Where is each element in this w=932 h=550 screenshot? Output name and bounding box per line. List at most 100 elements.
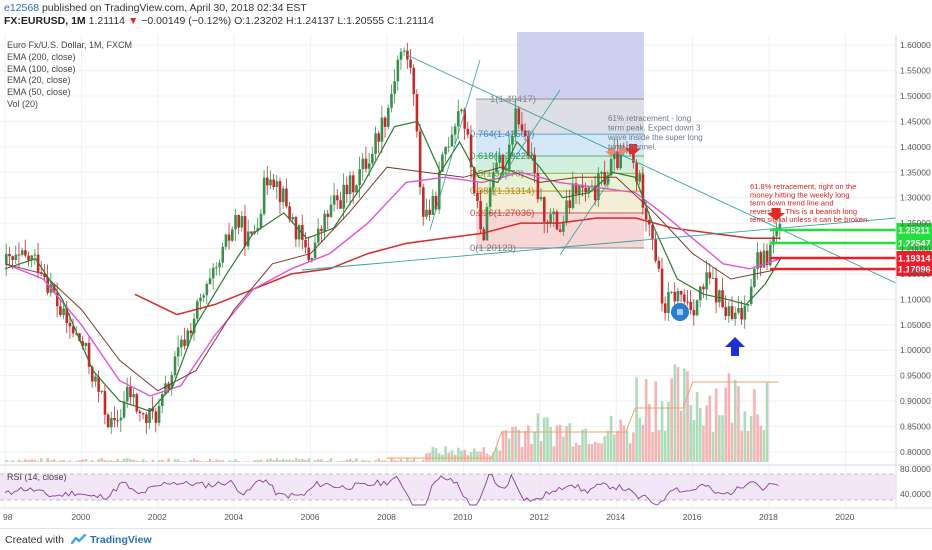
symbol-name[interactable]: FX:EURUSD, 1M xyxy=(4,15,86,27)
volume-bar xyxy=(749,416,753,462)
legend-item-ema200[interactable]: EMA (200, close) xyxy=(7,51,76,62)
volume-bar xyxy=(49,460,53,462)
candle-body xyxy=(619,146,622,169)
volume-bar xyxy=(530,443,533,462)
price-chart[interactable]: 1(1.49417)0.764(1.42503)0.618(1.38225)0.… xyxy=(0,30,932,528)
volume-bar xyxy=(571,446,575,462)
volume-bar xyxy=(157,460,161,462)
candle-body xyxy=(65,308,69,324)
candle-body xyxy=(504,169,508,171)
volume-bar xyxy=(65,461,69,462)
ohlc-values: O:1.23202 H:1.24137 L:1.20555 C:1.21114 xyxy=(234,15,434,27)
created-with-text: Created with xyxy=(5,533,64,546)
volume-bar xyxy=(632,432,635,462)
volume-bar xyxy=(81,459,84,462)
y-tick-label: 1.35000 xyxy=(900,167,931,177)
legend-item-volume[interactable]: Vol (20) xyxy=(7,98,39,109)
candle-body xyxy=(523,130,527,137)
candle-body xyxy=(59,306,62,316)
volume-bar xyxy=(189,459,193,462)
legend-item-ema50[interactable]: EMA (50, close) xyxy=(7,87,71,98)
annotation-bearish-note: money hitting the weekly long xyxy=(750,190,850,199)
x-tick-label: 2000 xyxy=(71,512,90,522)
candle-body xyxy=(176,347,180,357)
volume-bar xyxy=(87,461,91,462)
footer: Created with TradingView xyxy=(0,528,932,550)
volume-bar xyxy=(192,458,196,462)
candle-body xyxy=(702,286,705,290)
candle-body xyxy=(164,383,167,394)
candle-body xyxy=(638,174,642,182)
candle-body xyxy=(641,174,645,208)
candle-body xyxy=(122,401,126,418)
candle-body xyxy=(533,154,537,174)
volume-bar xyxy=(527,425,530,462)
tradingview-brand[interactable]: TradingView xyxy=(89,533,152,546)
volume-bar xyxy=(62,459,65,462)
volume-bar xyxy=(724,387,728,462)
volume-bar xyxy=(644,379,648,462)
volume-bar xyxy=(97,459,100,462)
y-tick-label: 1.05000 xyxy=(900,320,931,330)
volume-bar xyxy=(205,461,209,462)
key-level-label: 1.22547 xyxy=(898,239,931,249)
legend-item-ema20[interactable]: EMA (20, close) xyxy=(7,75,71,86)
candle-body xyxy=(743,305,747,320)
volume-bar xyxy=(651,431,654,462)
candle-body xyxy=(450,134,454,147)
candle-body xyxy=(119,417,123,421)
volume-bar xyxy=(590,444,594,462)
candle-body xyxy=(81,341,84,347)
candle-body xyxy=(218,262,221,268)
volume-bar xyxy=(641,424,645,462)
candle-body xyxy=(428,209,431,215)
legend-item-ema100[interactable]: EMA (100, close) xyxy=(7,63,76,74)
candle-body xyxy=(234,215,237,230)
volume-bar xyxy=(593,441,597,462)
candle-body xyxy=(412,67,416,95)
candle-body xyxy=(683,294,686,302)
volume-bar xyxy=(409,460,412,462)
candle-body xyxy=(237,215,240,228)
candle-body xyxy=(383,117,387,127)
candle-body xyxy=(485,206,489,241)
candle-body xyxy=(686,301,689,303)
author-link[interactable]: e12568 xyxy=(4,2,40,14)
volume-bar xyxy=(460,450,463,462)
long-term-support-line xyxy=(301,217,897,271)
volume-bar xyxy=(759,425,763,462)
volume-bar xyxy=(603,436,607,462)
candle-body xyxy=(552,211,556,215)
volume-bar xyxy=(377,458,381,462)
candle-body xyxy=(361,158,365,170)
candle-body xyxy=(316,228,320,243)
volume-bar xyxy=(635,377,638,462)
volume-bar xyxy=(428,452,431,462)
candle-body xyxy=(530,154,533,156)
candle-body xyxy=(584,187,587,193)
x-tick-label: 2006 xyxy=(301,512,320,522)
volume-bar xyxy=(237,460,240,462)
candle-body xyxy=(138,411,142,414)
legend-title[interactable]: Euro Fx/U.S. Dollar, 1M, FXCM xyxy=(7,40,133,50)
volume-bar xyxy=(199,460,202,462)
candle-body xyxy=(657,260,661,269)
volume-bar xyxy=(103,460,107,462)
x-tick-label: 2018 xyxy=(759,512,778,522)
volume-bar xyxy=(246,461,250,462)
candle-body xyxy=(358,169,361,186)
volume-bar xyxy=(431,446,435,462)
volume-bar xyxy=(504,430,508,462)
rsi-legend[interactable]: RSI (14, close) xyxy=(7,472,67,482)
candle-body xyxy=(116,420,120,422)
candle-body xyxy=(479,200,482,230)
volume-bar xyxy=(145,460,148,462)
candle-body xyxy=(676,290,680,302)
candle-body xyxy=(727,306,731,317)
chart-area[interactable]: 1(1.49417)0.764(1.42503)0.618(1.38225)0.… xyxy=(0,30,932,528)
volume-bar xyxy=(511,427,514,462)
volume-bar xyxy=(565,426,568,462)
annotation-bearish-note: term signal unless it can be broken. xyxy=(750,215,869,224)
candle-body xyxy=(339,200,342,209)
publish-line: e12568 published on TradingView.com, Apr… xyxy=(4,2,928,15)
